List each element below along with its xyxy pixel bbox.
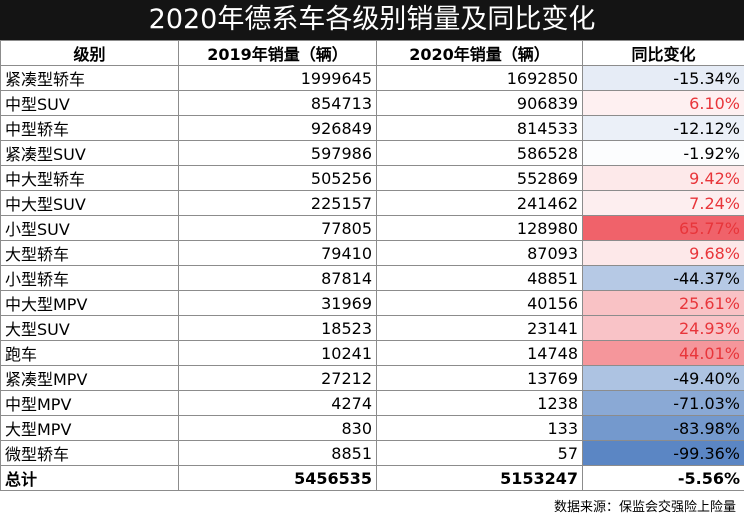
category-cell: 中大型MPV — [0, 290, 179, 316]
table-row: 中型轿车 926849 814533 -12.12% — [0, 115, 744, 141]
sales-2020-cell: 87093 — [376, 240, 583, 266]
sales-2020-cell: 13769 — [376, 365, 583, 391]
table-row: 大型轿车 79410 87093 9.68% — [0, 240, 744, 266]
table-title: 2020年德系车各级别销量及同比变化 — [0, 0, 744, 40]
change-cell: -44.37% — [582, 265, 744, 291]
change-cell: 6.10% — [582, 90, 744, 116]
sales-2019-cell: 854713 — [178, 90, 377, 116]
category-cell: 大型MPV — [0, 415, 179, 441]
table-row: 小型轿车 87814 48851 -44.37% — [0, 265, 744, 291]
category-cell: 中型MPV — [0, 390, 179, 416]
total-label: 总计 — [0, 465, 179, 491]
category-cell: 中大型轿车 — [0, 165, 179, 191]
table-row: 微型轿车 8851 57 -99.36% — [0, 440, 744, 466]
sales-2020-cell: 14748 — [376, 340, 583, 366]
change-cell: -99.36% — [582, 440, 744, 466]
sales-2020-cell: 57 — [376, 440, 583, 466]
sales-2020-cell: 241462 — [376, 190, 583, 216]
sales-2019-cell: 1999645 — [178, 65, 377, 91]
table-row: 紧凑型MPV 27212 13769 -49.40% — [0, 365, 744, 391]
total-row: 总计 5456535 5153247 -5.56% — [0, 465, 744, 491]
change-cell: -71.03% — [582, 390, 744, 416]
header-category: 级别 — [0, 40, 179, 66]
table-row: 中大型SUV 225157 241462 7.24% — [0, 190, 744, 216]
sales-2020-cell: 552869 — [376, 165, 583, 191]
sales-2020-cell: 586528 — [376, 140, 583, 166]
table-row: 中大型MPV 31969 40156 25.61% — [0, 290, 744, 316]
sales-2019-cell: 4274 — [178, 390, 377, 416]
sales-2019-cell: 77805 — [178, 215, 377, 241]
sales-2019-cell: 27212 — [178, 365, 377, 391]
header-2020-sales: 2020年销量（辆） — [376, 40, 583, 66]
change-cell: 9.42% — [582, 165, 744, 191]
change-cell: -12.12% — [582, 115, 744, 141]
sales-2020-cell: 40156 — [376, 290, 583, 316]
table-row: 小型SUV 77805 128980 65.77% — [0, 215, 744, 241]
table-body: 紧凑型轿车 1999645 1692850 -15.34% 中型SUV 854713 90… — [0, 65, 744, 491]
category-cell: 中大型SUV — [0, 190, 179, 216]
data-source-note: 数据来源：保监会交强险上险量 — [553, 500, 736, 515]
sales-2020-cell: 128980 — [376, 215, 583, 241]
sales-2019-cell: 8851 — [178, 440, 377, 466]
sales-2020-cell: 814533 — [376, 115, 583, 141]
category-cell: 中型SUV — [0, 90, 179, 116]
sales-2019-cell: 10241 — [178, 340, 377, 366]
change-cell: -15.34% — [582, 65, 744, 91]
header-yoy-change: 同比变化 — [582, 40, 744, 66]
sales-2019-cell: 505256 — [178, 165, 377, 191]
total-change-cell: -5.56% — [582, 465, 744, 491]
sales-2020-cell: 48851 — [376, 265, 583, 291]
sales-2019-cell: 18523 — [178, 315, 377, 341]
category-cell: 中型轿车 — [0, 115, 179, 141]
category-cell: 紧凑型MPV — [0, 365, 179, 391]
change-cell: 25.61% — [582, 290, 744, 316]
category-cell: 大型轿车 — [0, 240, 179, 266]
sales-2019-cell: 31969 — [178, 290, 377, 316]
category-cell: 小型轿车 — [0, 265, 179, 291]
table-row: 中型SUV 854713 906839 6.10% — [0, 90, 744, 116]
sales-2019-cell: 597986 — [178, 140, 377, 166]
header-2019-sales: 2019年销量（辆） — [178, 40, 377, 66]
sales-table: 级别 2019年销量（辆） 2020年销量（辆） 同比变化 紧凑型轿车 19996… — [0, 40, 744, 491]
category-cell: 微型轿车 — [0, 440, 179, 466]
change-cell: 65.77% — [582, 215, 744, 241]
table-row: 中大型轿车 505256 552869 9.42% — [0, 165, 744, 191]
table-row: 大型SUV 18523 23141 24.93% — [0, 315, 744, 341]
total-2019-cell: 5456535 — [178, 465, 377, 491]
change-cell: -1.92% — [582, 140, 744, 166]
change-cell: 44.01% — [582, 340, 744, 366]
change-cell: -49.40% — [582, 365, 744, 391]
change-cell: -83.98% — [582, 415, 744, 441]
category-cell: 紧凑型SUV — [0, 140, 179, 166]
sales-2019-cell: 225157 — [178, 190, 377, 216]
category-cell: 小型SUV — [0, 215, 179, 241]
category-cell: 紧凑型轿车 — [0, 65, 179, 91]
table-row: 跑车 10241 14748 44.01% — [0, 340, 744, 366]
change-cell: 9.68% — [582, 240, 744, 266]
sales-2020-cell: 133 — [376, 415, 583, 441]
sales-2020-cell: 1692850 — [376, 65, 583, 91]
table-row: 大型MPV 830 133 -83.98% — [0, 415, 744, 441]
table-row: 紧凑型SUV 597986 586528 -1.92% — [0, 140, 744, 166]
sales-2020-cell: 23141 — [376, 315, 583, 341]
change-cell: 7.24% — [582, 190, 744, 216]
sales-2019-cell: 926849 — [178, 115, 377, 141]
sales-2019-cell: 79410 — [178, 240, 377, 266]
sales-2019-cell: 87814 — [178, 265, 377, 291]
category-cell: 跑车 — [0, 340, 179, 366]
category-cell: 大型SUV — [0, 315, 179, 341]
total-2020-cell: 5153247 — [376, 465, 583, 491]
header-row: 级别 2019年销量（辆） 2020年销量（辆） 同比变化 — [0, 40, 744, 66]
sales-2019-cell: 830 — [178, 415, 377, 441]
sales-2020-cell: 1238 — [376, 390, 583, 416]
table-row: 紧凑型轿车 1999645 1692850 -15.34% — [0, 65, 744, 91]
sales-2020-cell: 906839 — [376, 90, 583, 116]
change-cell: 24.93% — [582, 315, 744, 341]
table-row: 中型MPV 4274 1238 -71.03% — [0, 390, 744, 416]
